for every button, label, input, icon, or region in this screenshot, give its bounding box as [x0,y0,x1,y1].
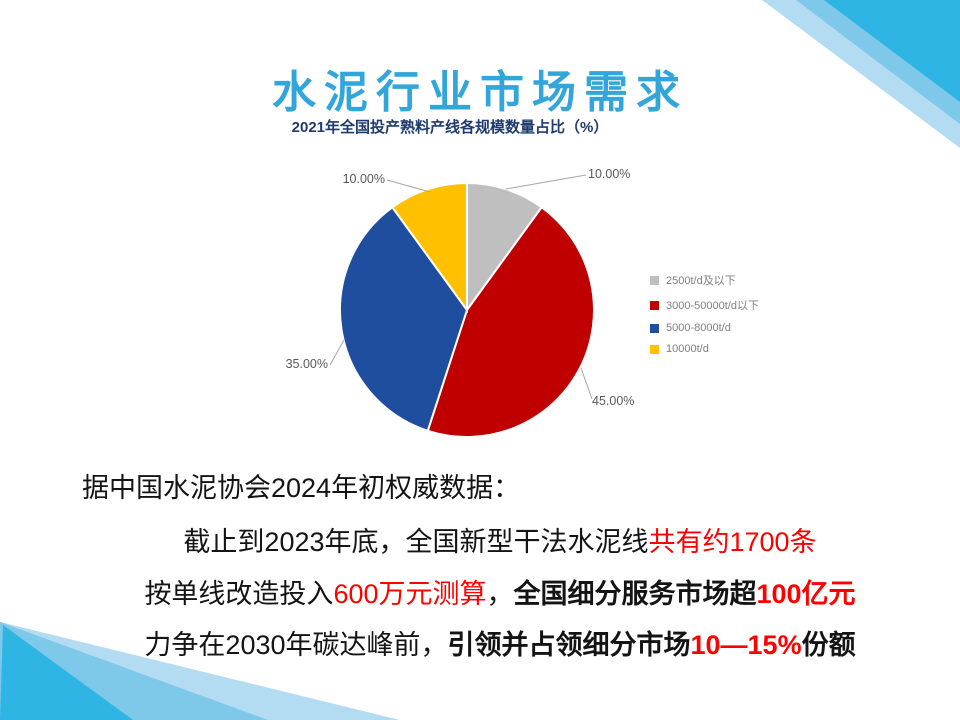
legend-label: 10000t/d [666,343,709,355]
pie-slice [339,205,469,433]
legend-item: 3000-50000t/d以下 [650,297,759,313]
body-line-1: 据中国水泥协会2024年初权威数据： [82,466,520,505]
body-text-bold: 引领并占领细分市场 [447,630,691,660]
pie-label-5000-8000td: 35.00% [285,357,328,371]
body-line-4: 力争在2030年碳达峰前，引领并占领细分市场10—15%份额 [60,623,940,662]
legend-label: 2500t/d及以下 [666,275,736,287]
body-line-2: 截止到2023年底，全国新型干法水泥线共有约1700条 [60,520,940,559]
leader-line [386,179,431,193]
leader-line [329,339,345,366]
leader-line [580,367,593,400]
legend-swatch-red [650,300,659,310]
pie-slices [339,181,595,438]
body-text-highlight: 共有约1700条 [648,527,817,557]
body-text: ， [486,579,514,609]
leader-line [505,174,587,190]
body-text-bold: 全国细分服务市场超 [513,579,757,609]
body-line-3: 按单线改造投入600万元测算，全国细分服务市场超100亿元 [60,572,940,611]
body-text: 据中国水泥协会2024年初权威数据： [82,473,521,503]
body-text: 力争在2030年碳达峰前， [144,630,448,660]
body-text-bold-highlight: 10—15% [690,630,802,660]
legend-label: 3000-50000t/d以下 [666,300,759,312]
legend-item: 5000-8000t/d [650,322,759,334]
pie-label-2500td: 10.00% [588,167,631,181]
pie-slice [390,181,468,314]
body-text-highlight: 600万元测算 [333,579,487,609]
body-text-bold-highlight: 100亿元 [756,579,856,609]
body-text: 按单线改造投入 [144,579,334,609]
chart-legend: 2500t/d及以下 3000-50000t/d以下 5000-8000t/d … [650,272,759,364]
page-title: 水泥行业市场需求 [272,68,688,117]
legend-swatch-blue [650,323,659,333]
legend-item: 2500t/d及以下 [650,272,759,288]
pie-label-10000td: 10.00% [342,172,385,186]
pie-label-3000-50000td: 45.00% [592,394,635,408]
legend-swatch-gray [650,275,659,285]
body-text-bold: 份额 [801,630,856,660]
chart-title: 2021年全国投产熟料产线各规模数量占比（%） [291,119,609,136]
legend-label: 5000-8000t/d [666,322,731,334]
pie-slice [426,205,595,438]
legend-item: 10000t/d [650,343,759,355]
legend-swatch-yellow [650,344,659,354]
pie-leader-lines [329,174,593,400]
body-text: 截止到2023年底，全国新型干法水泥线 [183,527,649,557]
